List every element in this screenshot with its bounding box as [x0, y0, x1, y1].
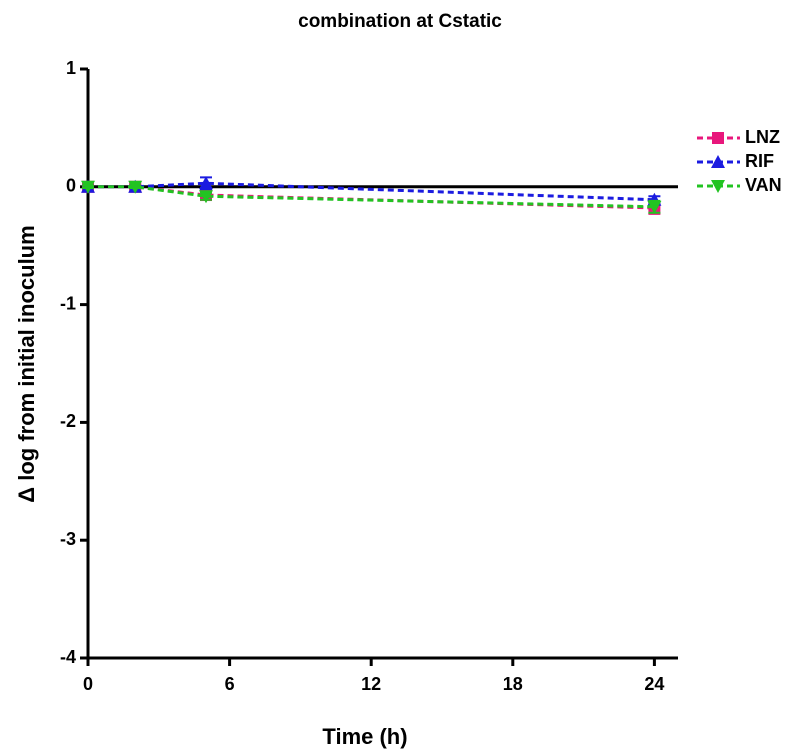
y-tick-label: -4 — [60, 647, 76, 667]
x-tick-label: 24 — [644, 674, 664, 694]
legend-marker — [712, 132, 724, 144]
chart-title: combination at Cstatic — [298, 11, 502, 32]
x-tick-label: 18 — [503, 674, 523, 694]
y-tick-label: -1 — [60, 293, 76, 313]
y-tick-label: 1 — [66, 58, 76, 78]
y-axis-label: Δ log from initial inoculum — [14, 225, 39, 502]
marker — [199, 176, 213, 190]
x-axis-label: Time (h) — [322, 724, 407, 749]
marker — [128, 180, 143, 194]
legend-marker — [711, 155, 725, 168]
legend-label: RIF — [745, 151, 774, 171]
marker — [647, 200, 662, 214]
legend-marker — [711, 180, 725, 193]
y-tick-label: -2 — [60, 411, 76, 431]
legend-label: LNZ — [745, 127, 780, 147]
marker — [199, 190, 213, 204]
marker — [81, 180, 95, 194]
y-tick-label: -3 — [60, 529, 76, 549]
legend-label: VAN — [745, 175, 782, 195]
y-tick-label: 0 — [66, 176, 76, 196]
series-line — [88, 185, 655, 209]
x-tick-label: 12 — [361, 674, 381, 694]
x-tick-label: 6 — [225, 674, 235, 694]
x-tick-label: 0 — [83, 674, 93, 694]
